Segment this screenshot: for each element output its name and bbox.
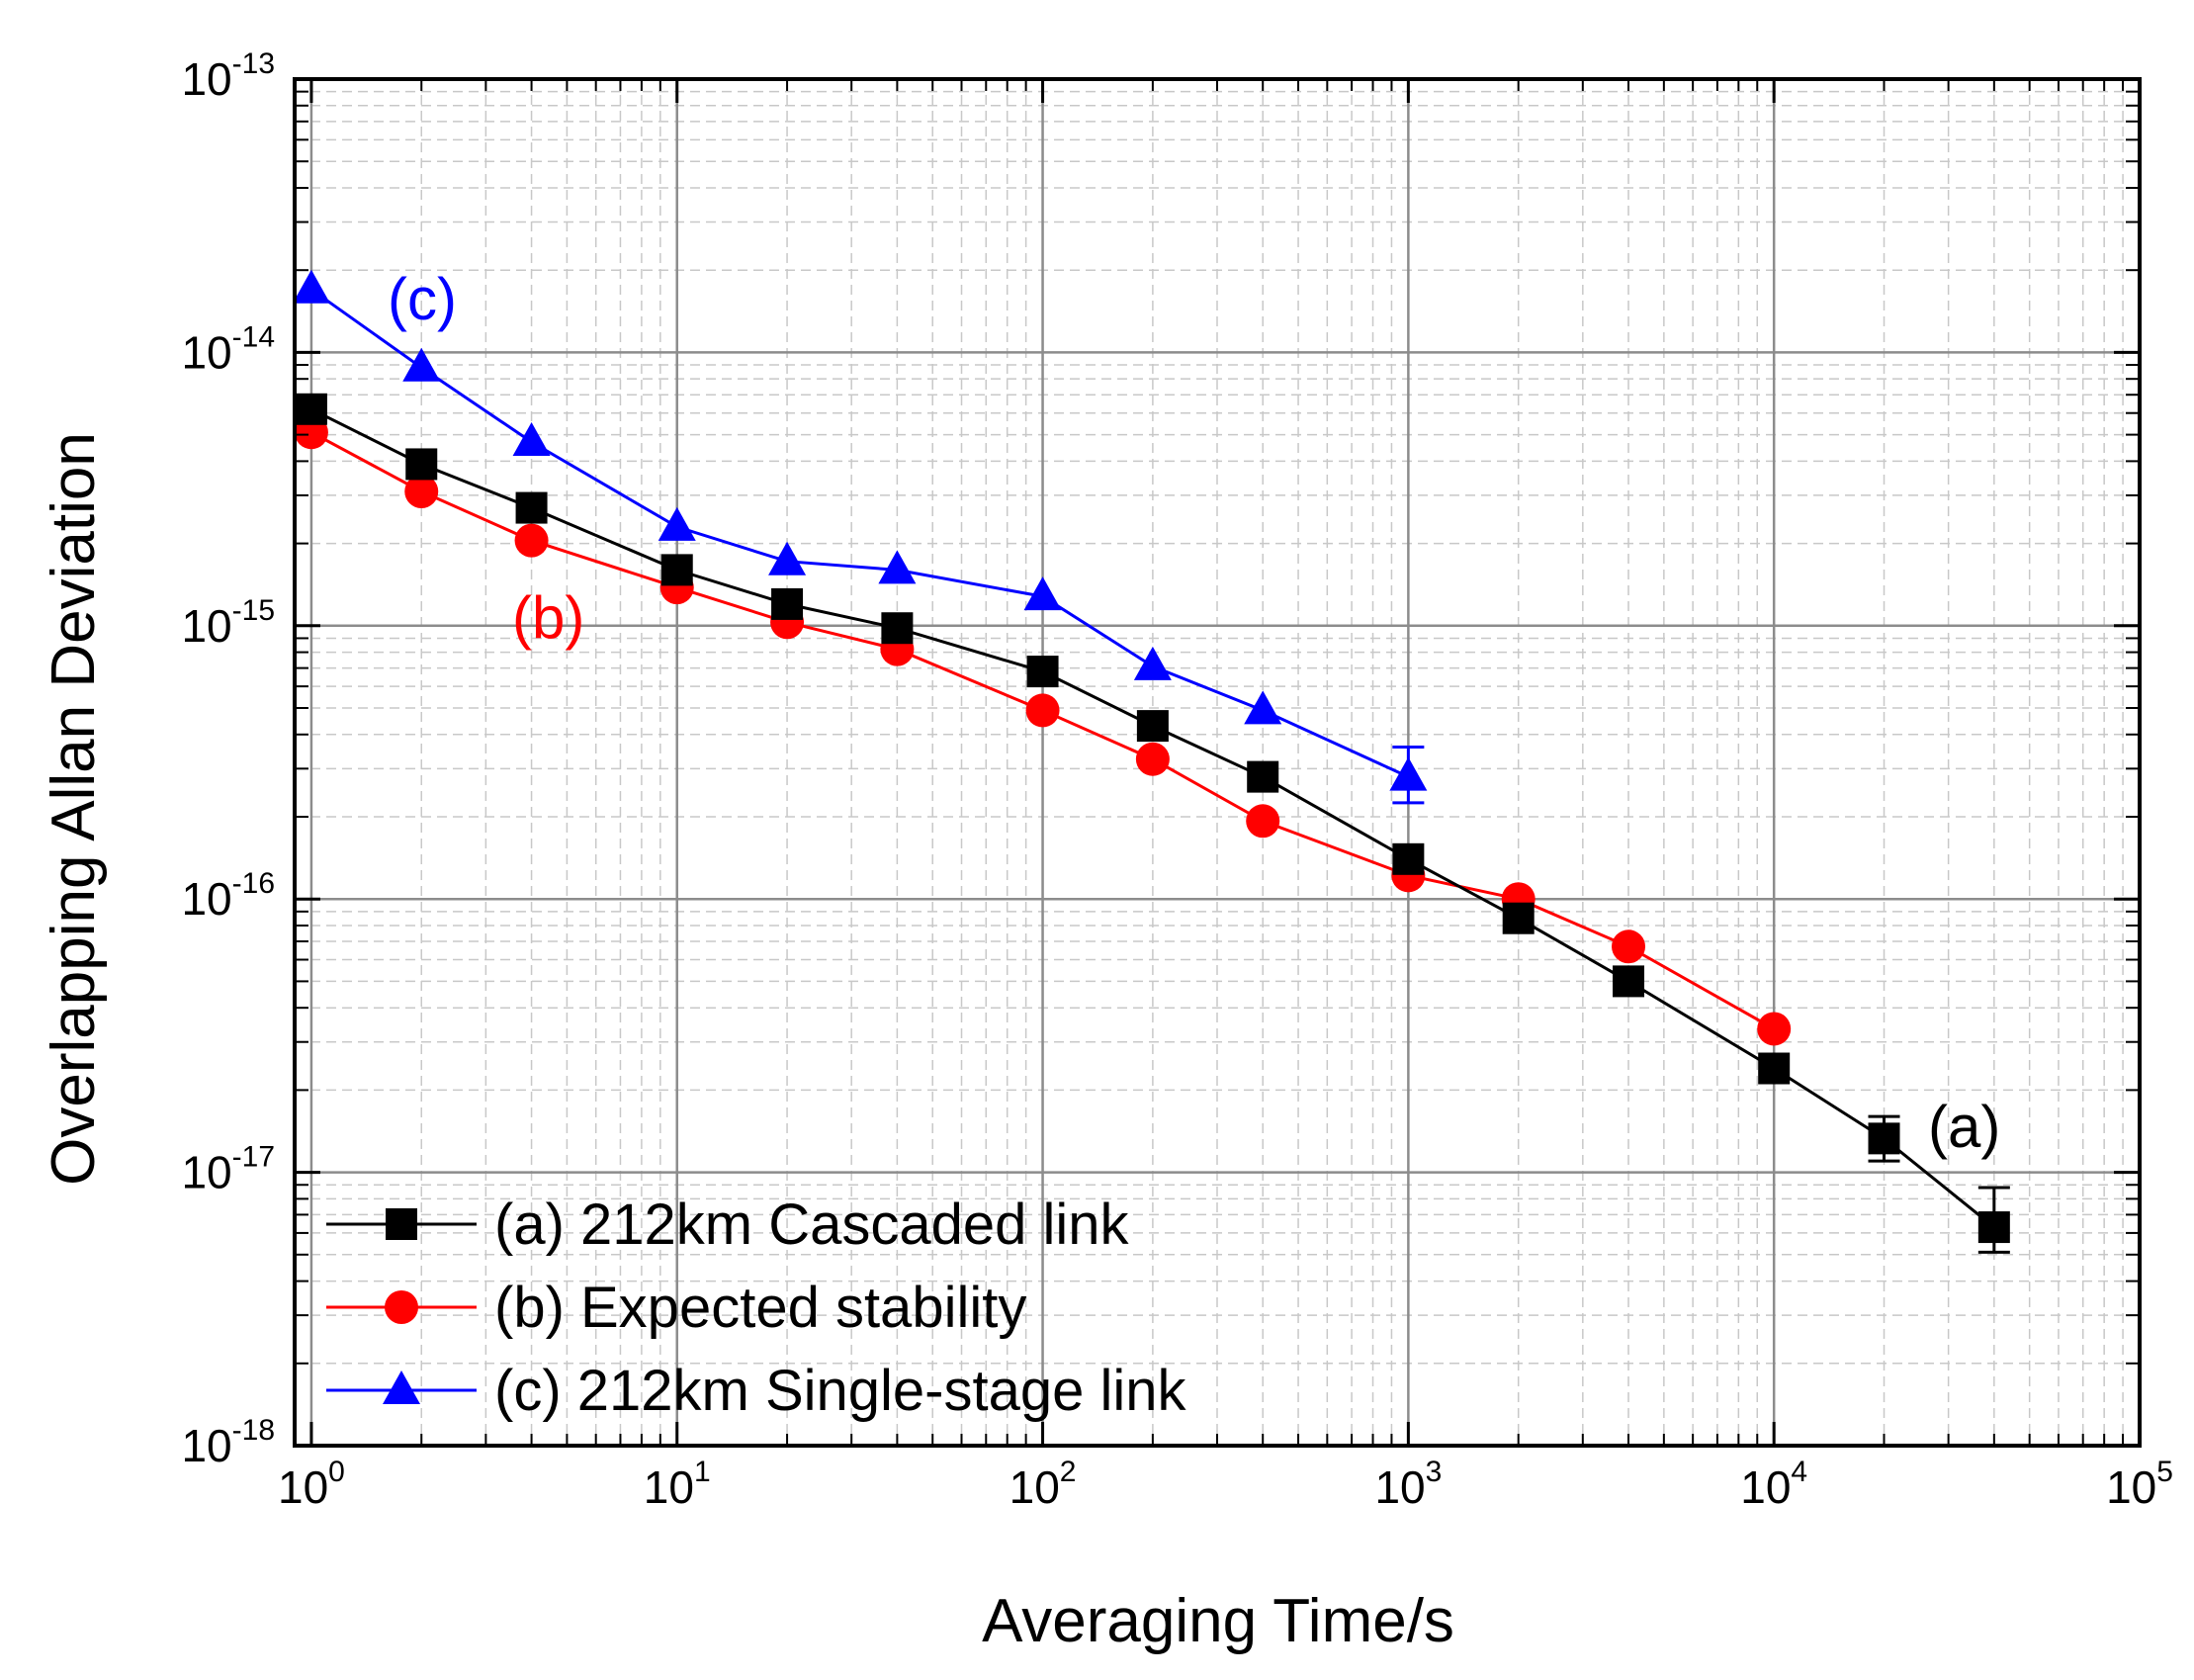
data-point — [878, 550, 917, 584]
data-point — [881, 612, 914, 645]
legend-marker — [385, 1290, 418, 1324]
data-point — [768, 541, 807, 575]
y-tick-label: 10-18 — [181, 1414, 275, 1471]
data-point — [514, 523, 549, 558]
series-layer — [292, 269, 2010, 1254]
legend-entry: (a) 212km Cascaded link — [326, 1193, 1130, 1257]
data-point — [1023, 576, 1062, 611]
data-point — [660, 554, 693, 586]
data-point — [1392, 842, 1425, 875]
annotation-c: (c) — [388, 266, 457, 332]
x-axis-title: Averaging Time/s — [982, 1587, 1454, 1655]
y-tick-label: 10-13 — [181, 47, 275, 105]
y-tick-label: 10-16 — [181, 867, 275, 925]
legend-label: (c) 212km Single-stage link — [494, 1359, 1187, 1423]
data-point — [1613, 965, 1645, 998]
x-tick-label: 100 — [278, 1456, 345, 1513]
data-point — [1136, 710, 1169, 743]
data-point — [1757, 1012, 1792, 1046]
data-point — [658, 506, 696, 541]
legend-label: (a) 212km Cascaded link — [494, 1193, 1130, 1257]
legend: (a) 212km Cascaded link (b) Expected stab… — [326, 1193, 1187, 1423]
data-point — [1135, 742, 1170, 776]
y-axis-title: Overlapping Allan Deviation — [40, 432, 108, 1186]
legend-entry: (c) 212km Single-stage link — [326, 1359, 1187, 1423]
data-point — [1977, 1211, 2010, 1244]
data-point — [404, 474, 439, 508]
data-point — [771, 587, 804, 620]
legend-marker — [383, 1371, 420, 1404]
x-tick-label: 104 — [1740, 1456, 1807, 1513]
annotation-a: (a) — [1928, 1094, 2000, 1160]
data-point — [405, 448, 438, 481]
y-tick-label: 10-17 — [181, 1141, 275, 1198]
y-tick-label: 10-14 — [181, 320, 275, 378]
y-tick-labels: 10-13 10-14 10-15 10-16 10-17 10-18 — [181, 47, 275, 1471]
series-annotations: (a) (b) (c) — [388, 266, 2000, 1160]
data-point — [402, 347, 441, 382]
legend-label: (b) Expected stability — [494, 1276, 1026, 1340]
x-tick-label: 105 — [2106, 1456, 2173, 1513]
data-point — [515, 491, 548, 524]
x-tick-label: 102 — [1009, 1456, 1077, 1513]
axes — [293, 77, 2142, 1448]
data-point — [292, 269, 330, 304]
series-square — [295, 393, 2010, 1254]
data-point — [1868, 1122, 1900, 1155]
annotation-b: (b) — [512, 584, 584, 651]
data-point — [1133, 646, 1172, 680]
data-point — [512, 422, 551, 457]
data-point — [1026, 656, 1059, 688]
data-point — [295, 393, 327, 425]
x-tick-labels: 100 101 102 103 104 105 — [278, 1456, 2173, 1513]
y-tick-label: 10-15 — [181, 594, 275, 652]
x-tick-label: 101 — [644, 1456, 711, 1513]
series-line — [310, 288, 1410, 778]
data-point — [1025, 693, 1060, 728]
data-point — [1389, 756, 1428, 791]
legend-entry: (b) Expected stability — [326, 1276, 1026, 1340]
x-tick-label: 103 — [1374, 1456, 1442, 1513]
plot-frame — [293, 77, 2142, 1448]
series-triangle — [292, 269, 1428, 805]
data-point — [1246, 804, 1280, 839]
legend-marker — [386, 1208, 417, 1240]
data-point — [1247, 760, 1279, 793]
data-point — [1502, 902, 1535, 934]
data-point — [1244, 690, 1282, 725]
data-point — [1612, 929, 1646, 964]
data-point — [1758, 1052, 1791, 1085]
